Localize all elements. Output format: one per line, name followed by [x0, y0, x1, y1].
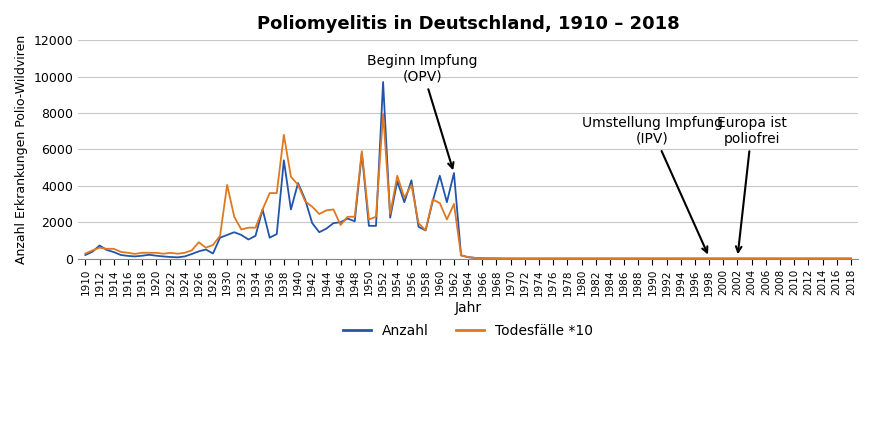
Anzahl [378, 79, 388, 84]
Text: Umstellung Impfung
(IPV): Umstellung Impfung (IPV) [582, 115, 723, 253]
Anzahl [598, 256, 608, 261]
Y-axis label: Anzahl Erkrankungen Polio-Wildviren: Anzahl Erkrankungen Polio-Wildviren [15, 35, 28, 264]
Anzahl [512, 256, 523, 261]
X-axis label: Jahr: Jahr [455, 301, 482, 315]
Text: Beginn Impfung
(OPV): Beginn Impfung (OPV) [367, 54, 478, 168]
Todesfälle *10 [505, 256, 516, 261]
Todesfälle *10 [498, 256, 509, 261]
Legend: Anzahl, Todesfälle *10: Anzahl, Todesfälle *10 [337, 318, 599, 343]
Line: Todesfälle *10: Todesfälle *10 [86, 114, 851, 258]
Todesfälle *10 [846, 256, 856, 261]
Title: Poliomyelitis in Deutschland, 1910 – 2018: Poliomyelitis in Deutschland, 1910 – 201… [257, 15, 679, 33]
Anzahl [137, 253, 148, 258]
Todesfälle *10 [137, 250, 148, 256]
Text: Europa ist
poliofrei: Europa ist poliofrei [717, 115, 787, 252]
Todesfälle *10 [80, 251, 91, 256]
Todesfälle *10 [512, 256, 523, 261]
Anzahl [292, 181, 303, 186]
Todesfälle *10 [335, 222, 346, 228]
Todesfälle *10 [292, 182, 303, 188]
Todesfälle *10 [378, 111, 388, 117]
Anzahl [846, 256, 856, 261]
Todesfälle *10 [598, 256, 608, 261]
Anzahl [498, 256, 509, 261]
Line: Anzahl: Anzahl [86, 82, 851, 258]
Anzahl [505, 256, 516, 261]
Anzahl [80, 252, 91, 257]
Anzahl [335, 219, 346, 225]
